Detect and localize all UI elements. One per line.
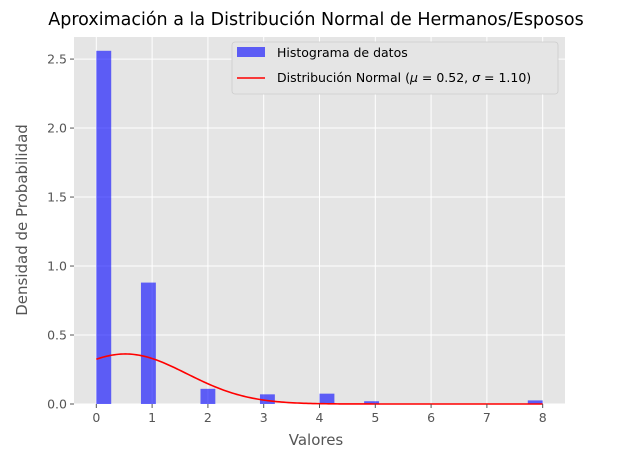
x-tick-label: 6	[427, 410, 435, 425]
y-tick-label: 1.0	[47, 259, 67, 274]
y-tick-label: 0.5	[47, 328, 67, 343]
x-tick-label: 5	[371, 410, 379, 425]
x-tick-label: 7	[483, 410, 491, 425]
y-tick-label: 2.0	[47, 121, 67, 136]
histogram-bar	[259, 394, 275, 404]
x-tick-label: 1	[148, 410, 156, 425]
x-tick-label: 3	[260, 410, 268, 425]
chart-title: Aproximación a la Distribución Normal de…	[48, 10, 583, 30]
histogram-bar	[96, 50, 112, 404]
legend: Histograma de datos Distribución Normal …	[231, 41, 559, 95]
x-tick-label: 0	[92, 410, 100, 425]
legend-histogram-swatch	[237, 47, 265, 57]
histogram-bar	[527, 400, 543, 404]
x-tick-label: 8	[539, 410, 547, 425]
legend-histogram-label: Histograma de datos	[277, 45, 408, 60]
x-axis: 0 1 2 3 4 5 6 7 8	[92, 404, 547, 425]
x-tick-label: 4	[316, 410, 324, 425]
histogram-bar	[319, 393, 335, 404]
x-tick-label: 2	[204, 410, 212, 425]
histogram-bar	[200, 388, 216, 404]
y-tick-label: 2.5	[47, 52, 67, 67]
y-tick-label: 0.0	[47, 397, 67, 412]
y-axis-label: Densidad de Probabilidad	[13, 124, 31, 316]
normal-curve	[96, 353, 543, 405]
histogram-bars	[96, 50, 543, 404]
legend-box	[231, 41, 559, 95]
legend-normal-label: Distribución Normal (μ = 0.52, σ = 1.10)	[277, 70, 531, 85]
histogram-bar	[364, 401, 380, 404]
x-axis-label: Valores	[289, 431, 344, 449]
histogram-bar	[140, 282, 156, 404]
y-axis: 0.0 0.5 1.0 1.5 2.0 2.5	[47, 52, 74, 412]
y-tick-label: 1.5	[47, 190, 67, 205]
